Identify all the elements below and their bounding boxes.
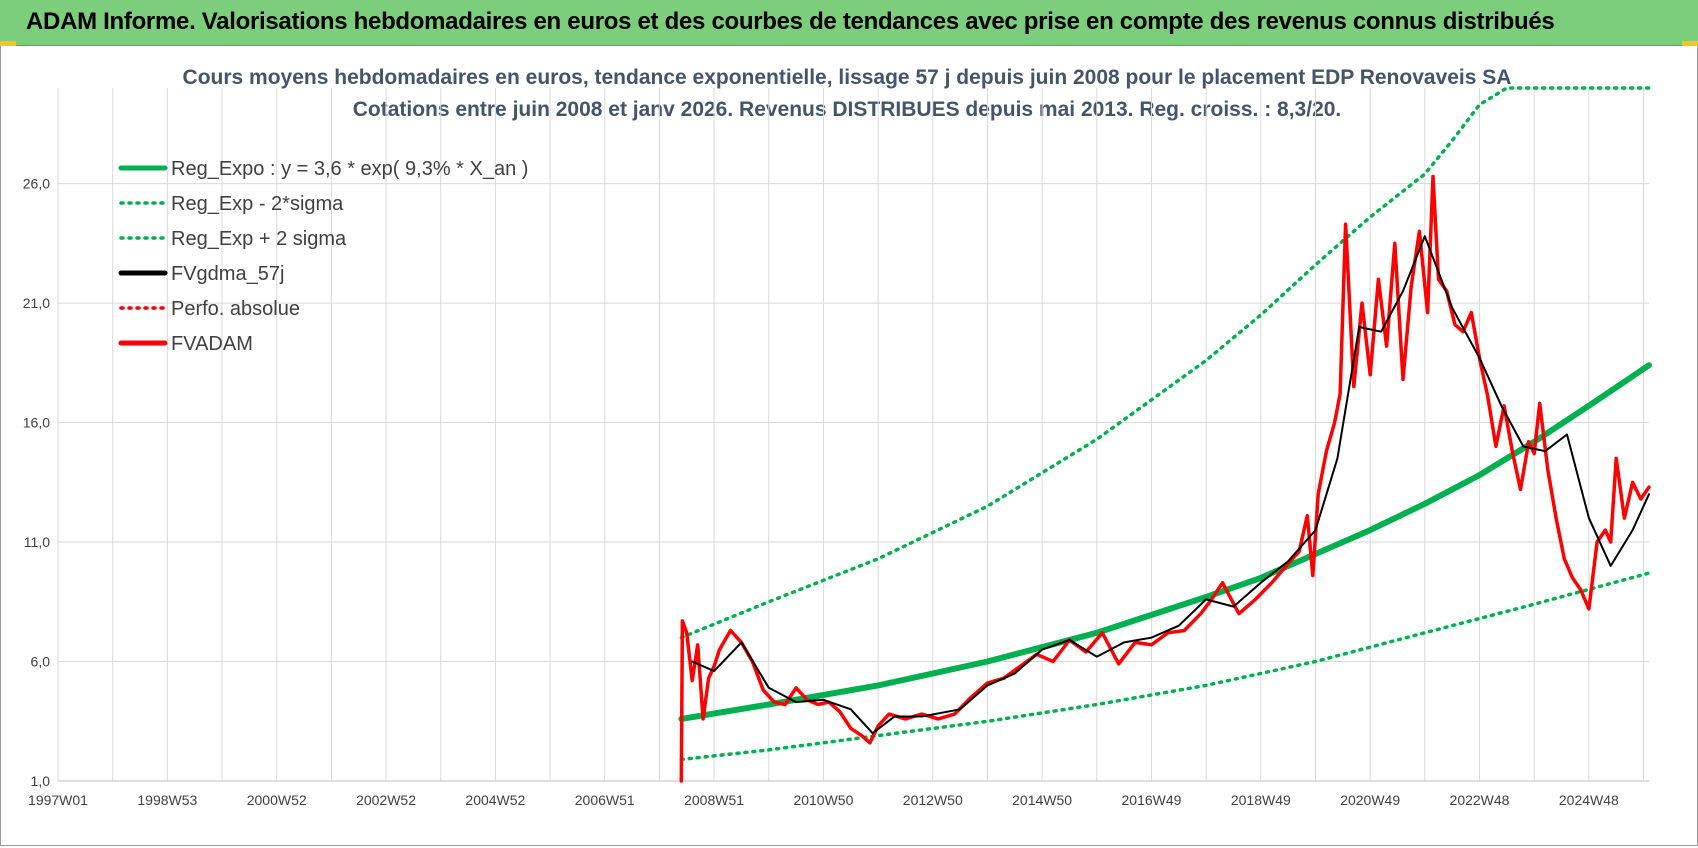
corner-marker-left [0, 41, 16, 46]
y-tick-label: 26,0 [23, 176, 50, 192]
x-tick-label: 1997W01 [28, 792, 88, 808]
x-tick-label: 2008W51 [684, 792, 744, 808]
y-tick-label: 11,0 [24, 534, 50, 550]
y-tick-label: 21,0 [23, 295, 50, 311]
x-tick-label: 2018W49 [1231, 792, 1291, 808]
x-tick-label: 2006W51 [575, 792, 635, 808]
chart-subtitle: Cotations entre juin 2008 et janv 2026. … [353, 98, 1342, 121]
x-tick-label: 2000W52 [247, 792, 307, 808]
x-tick-label: 1998W53 [137, 792, 197, 808]
x-tick-label: 2002W52 [356, 792, 416, 808]
legend-label: Reg_Exp - 2*sigma [171, 193, 344, 215]
x-tick-label: 2014W50 [1012, 792, 1072, 808]
series-fvgdma [691, 235, 1650, 735]
chart-title: Cours moyens hebdomadaires en euros, ten… [183, 66, 1512, 89]
legend-label: Reg_Exp + 2 sigma [171, 228, 347, 250]
y-tick-label: 6,0 [31, 654, 51, 670]
x-tick-label: 2020W49 [1340, 792, 1400, 808]
chart-svg: Cours moyens hebdomadaires en euros, ten… [23, 66, 1652, 808]
legend-label: FVADAM [171, 333, 253, 355]
legend: Reg_Expo : y = 3,6 * exp( 9,3% * X_an ) R… [118, 158, 528, 355]
legend-label: FVgdma_57j [171, 263, 284, 285]
y-tick-label: 1,0 [31, 773, 51, 789]
x-tick-label: 2024W48 [1559, 792, 1619, 808]
y-axis: 1,0 6,0 11,0 16,0 21,0 26,0 [23, 176, 50, 789]
y-tick-label: 16,0 [23, 415, 50, 431]
series-layer [678, 86, 1652, 783]
chart-area: Cours moyens hebdomadaires en euros, ten… [0, 46, 1698, 846]
legend-label: Reg_Expo : y = 3,6 * exp( 9,3% * X_an ) [171, 158, 528, 180]
x-axis: 1997W01 1998W53 2000W52 2002W52 2004W52 2006W… [28, 792, 1619, 808]
x-tick-label: 2004W52 [465, 792, 525, 808]
series-lower-band [679, 571, 1651, 762]
grid [57, 88, 1649, 782]
banner: ADAM Informe. Valorisations hebdomadaire… [0, 0, 1698, 46]
x-tick-label: 2022W48 [1450, 792, 1510, 808]
series-upper-band [679, 86, 1651, 640]
banner-title: ADAM Informe. Valorisations hebdomadaire… [26, 8, 1555, 35]
legend-label: Perfo. absolue [171, 298, 300, 320]
x-tick-label: 2016W49 [1122, 792, 1182, 808]
x-tick-label: 2010W50 [793, 792, 853, 808]
corner-marker-right [1682, 41, 1698, 46]
x-tick-label: 2012W50 [903, 792, 963, 808]
series-fvadam [679, 174, 1651, 783]
